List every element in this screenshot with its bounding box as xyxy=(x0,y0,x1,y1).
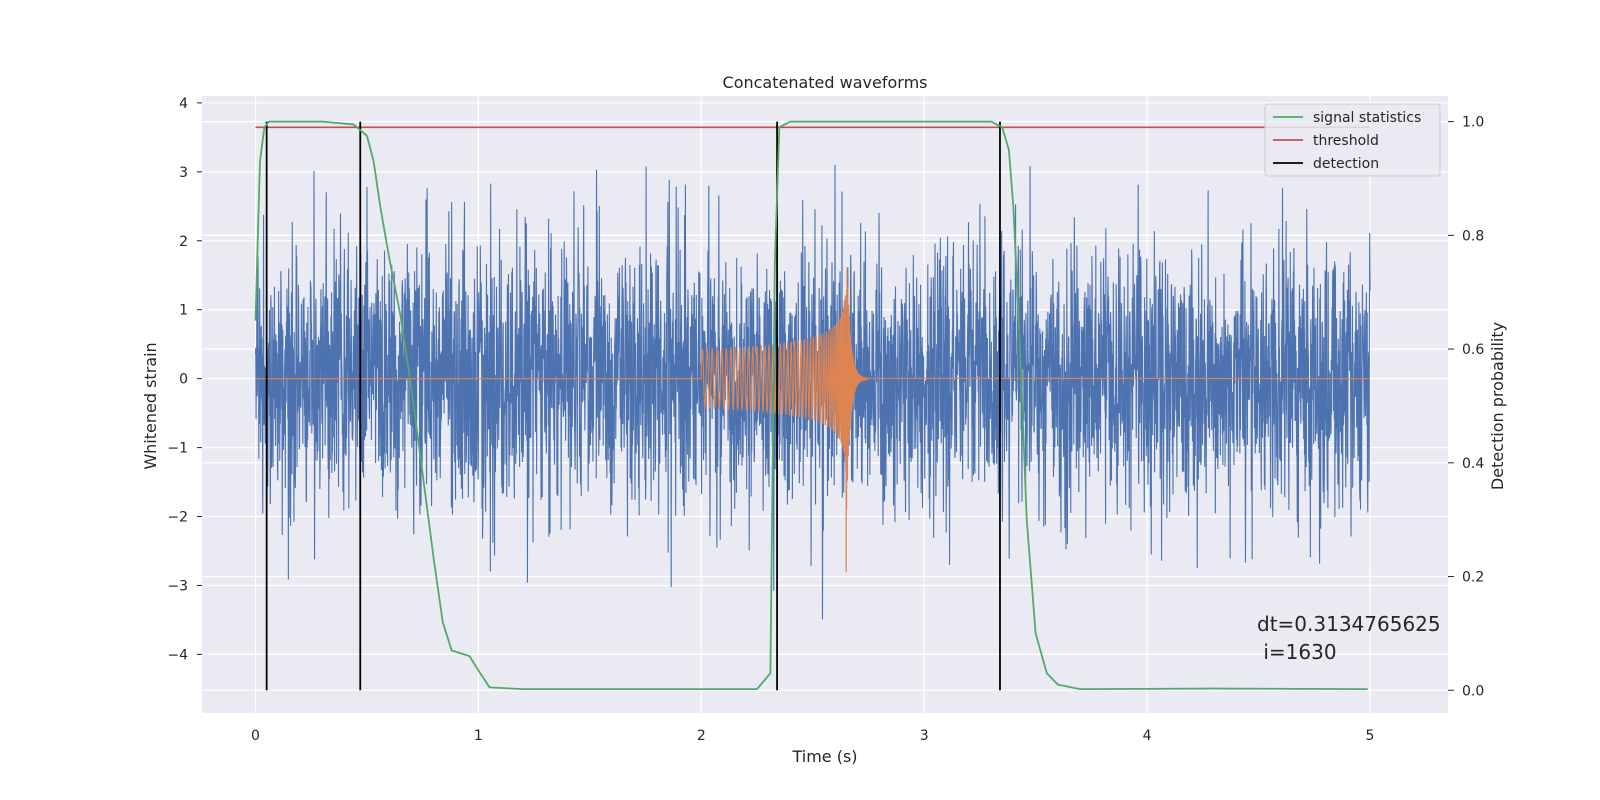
x-tick-label: 3 xyxy=(920,728,929,744)
y-tick-label: −2 xyxy=(167,510,188,526)
injection-line xyxy=(255,267,1370,573)
y2-tick-label: 0.0 xyxy=(1462,683,1484,699)
y-tick-label: −3 xyxy=(167,578,188,594)
legend-label-detection: detection xyxy=(1313,156,1379,172)
y2-tick-label: 0.4 xyxy=(1462,456,1484,472)
noise-line xyxy=(254,164,1371,620)
y-tick-label: 1 xyxy=(179,303,188,319)
y-axis-left-label: Whitened strain xyxy=(141,342,160,469)
legend-label-signal-statistics: signal statistics xyxy=(1313,110,1421,126)
x-tick-label: 4 xyxy=(1143,728,1152,744)
y2-tick-label: 0.2 xyxy=(1462,570,1484,586)
y-tick-label: 3 xyxy=(179,165,188,181)
x-tick-label: 0 xyxy=(251,728,260,744)
detection-lines xyxy=(265,121,1001,691)
y-tick-label: 2 xyxy=(179,234,188,250)
legend-box xyxy=(1264,103,1441,177)
chart-title: Concatenated waveforms xyxy=(723,73,928,92)
signal-statistics-series xyxy=(254,120,1368,691)
injection-series xyxy=(255,267,1370,573)
x-axis-ticks: 0 1 2 3 4 5 xyxy=(251,728,1374,744)
y-axis-right-ticks: 0.0 0.2 0.4 0.6 0.8 1.0 xyxy=(1448,115,1484,699)
signal-statistics-line xyxy=(254,120,1368,691)
y2-tick-label: 1.0 xyxy=(1462,115,1484,131)
y-tick-label: 4 xyxy=(179,96,188,112)
x-axis-label: Time (s) xyxy=(791,747,857,766)
legend: signal statistics threshold detection xyxy=(1264,103,1441,177)
noise-series xyxy=(254,164,1371,620)
y2-tick-label: 0.6 xyxy=(1462,342,1484,358)
y-axis-left-ticks: −4 −3 −2 −1 0 1 2 3 4 xyxy=(167,96,202,663)
y-axis-right-label: Detection probability xyxy=(1488,322,1507,490)
x-tick-label: 1 xyxy=(474,728,483,744)
y2-tick-label: 0.8 xyxy=(1462,228,1484,244)
x-tick-label: 2 xyxy=(697,728,706,744)
annotation-i: i=1630 xyxy=(1257,640,1337,664)
y-tick-label: 0 xyxy=(179,372,188,388)
y-tick-label: −4 xyxy=(167,647,188,663)
y-tick-label: −1 xyxy=(167,441,188,457)
legend-label-threshold: threshold xyxy=(1313,133,1379,149)
annotation-dt: dt=0.3134765625 xyxy=(1257,612,1441,636)
x-tick-label: 5 xyxy=(1366,728,1375,744)
